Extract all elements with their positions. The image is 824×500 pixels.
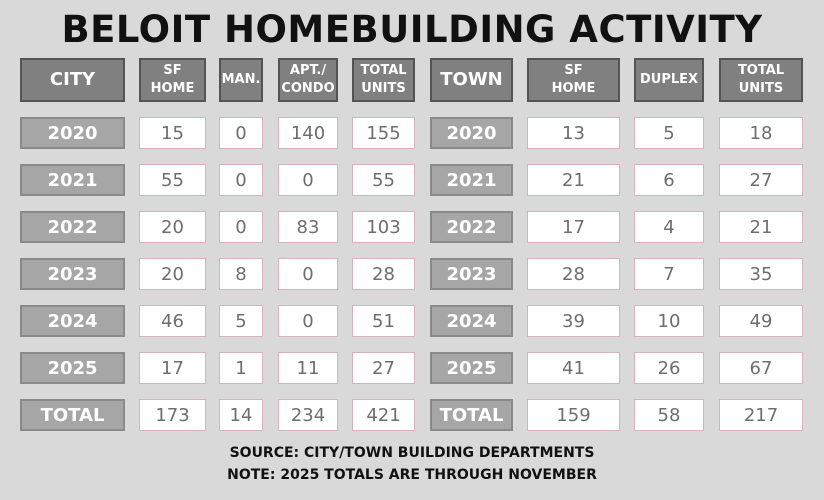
town-row-label: 2020: [430, 117, 513, 149]
town-header-2: DUPLEX: [634, 58, 704, 102]
town-header-1: SF HOME: [527, 58, 620, 102]
town-cell: 4: [634, 211, 704, 243]
town-header-3: TOTAL UNITS: [719, 58, 803, 102]
town-cell: 5: [634, 117, 704, 149]
source-note: SOURCE: CITY/TOWN BUILDING DEPARTMENTS: [229, 445, 595, 461]
town-row-label: 2022: [430, 211, 513, 243]
city-cell: 421: [352, 399, 415, 431]
city-header-1: SF HOME: [139, 58, 206, 102]
town-cell: 159: [527, 399, 620, 431]
town-cell: 39: [527, 305, 620, 337]
city-header-4: TOTAL UNITS: [352, 58, 415, 102]
city-cell: 27: [352, 352, 415, 384]
city-header-2: MAN.: [219, 58, 263, 102]
town-row-label: 2023: [430, 258, 513, 290]
city-cell: 234: [278, 399, 338, 431]
town-cell: 28: [527, 258, 620, 290]
town-row-label: 2021: [430, 164, 513, 196]
city-cell: 0: [278, 258, 338, 290]
city-cell: 0: [219, 117, 263, 149]
city-row-label: 2022: [20, 211, 125, 243]
city-cell: 28: [352, 258, 415, 290]
city-row-label: 2025: [20, 352, 125, 384]
city-cell: 20: [139, 211, 206, 243]
town-cell: 18: [719, 117, 803, 149]
city-cell: 46: [139, 305, 206, 337]
city-cell: 103: [352, 211, 415, 243]
city-header-0: CITY: [20, 58, 125, 102]
town-cell: 217: [719, 399, 803, 431]
town-cell: 13: [527, 117, 620, 149]
city-row-label: 2024: [20, 305, 125, 337]
city-cell: 17: [139, 352, 206, 384]
city-cell: 0: [219, 164, 263, 196]
city-header-3: APT./CONDO: [278, 58, 338, 102]
city-row-label: 2021: [20, 164, 125, 196]
chart-title: BELOIT HOMEBUILDING ACTIVITY: [61, 8, 763, 51]
town-cell: 67: [719, 352, 803, 384]
city-cell: 14: [219, 399, 263, 431]
city-cell: 15: [139, 117, 206, 149]
city-cell: 173: [139, 399, 206, 431]
city-cell: 0: [278, 164, 338, 196]
city-cell: 83: [278, 211, 338, 243]
town-cell: 17: [527, 211, 620, 243]
town-cell: 7: [634, 258, 704, 290]
town-cell: 26: [634, 352, 704, 384]
town-cell: 58: [634, 399, 704, 431]
town-cell: 21: [527, 164, 620, 196]
city-cell: 55: [139, 164, 206, 196]
city-cell: 140: [278, 117, 338, 149]
city-cell: 5: [219, 305, 263, 337]
city-row-label: TOTAL: [20, 399, 125, 431]
town-cell: 10: [634, 305, 704, 337]
footnote: NOTE: 2025 TOTALS ARE THROUGH NOVEMBER: [227, 467, 597, 483]
city-cell: 0: [278, 305, 338, 337]
city-cell: 1: [219, 352, 263, 384]
town-cell: 27: [719, 164, 803, 196]
town-cell: 41: [527, 352, 620, 384]
city-cell: 8: [219, 258, 263, 290]
town-cell: 21: [719, 211, 803, 243]
town-cell: 6: [634, 164, 704, 196]
town-row-label: 2024: [430, 305, 513, 337]
city-cell: 155: [352, 117, 415, 149]
town-row-label: TOTAL: [430, 399, 513, 431]
town-cell: 49: [719, 305, 803, 337]
city-cell: 55: [352, 164, 415, 196]
city-cell: 51: [352, 305, 415, 337]
city-cell: 11: [278, 352, 338, 384]
town-cell: 35: [719, 258, 803, 290]
town-row-label: 2025: [430, 352, 513, 384]
city-row-label: 2023: [20, 258, 125, 290]
town-header-0: TOWN: [430, 58, 513, 102]
city-cell: 0: [219, 211, 263, 243]
city-row-label: 2020: [20, 117, 125, 149]
city-cell: 20: [139, 258, 206, 290]
